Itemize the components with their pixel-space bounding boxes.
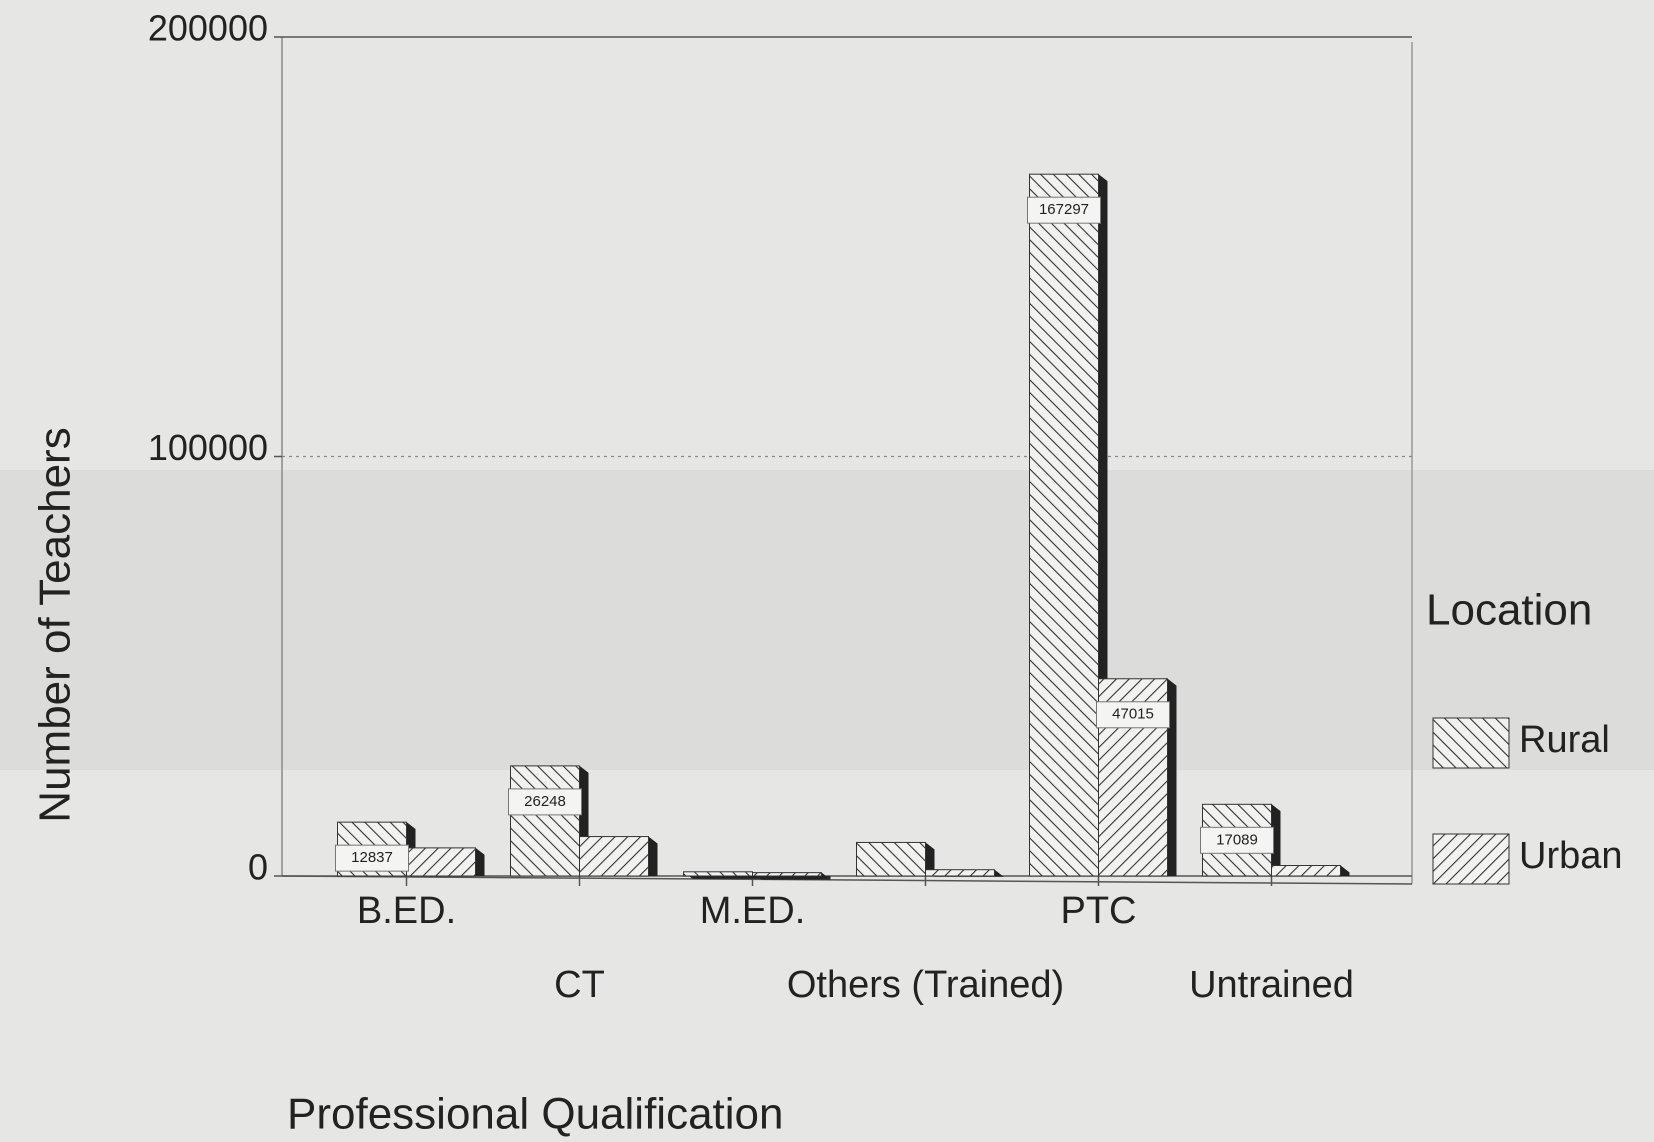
y-tick-label: 100000 bbox=[148, 427, 268, 468]
bar bbox=[579, 836, 649, 877]
value-label-box bbox=[1200, 826, 1274, 854]
x-axis-title: Professional Qualification bbox=[287, 1090, 783, 1139]
bar-shadow bbox=[1271, 804, 1281, 876]
x-tick-label: B.ED. bbox=[357, 890, 456, 932]
background-band bbox=[0, 470, 1654, 770]
x-axis bbox=[281, 875, 1413, 885]
x-tick-label: Others (Trained) bbox=[787, 964, 1064, 1006]
bar-shadow bbox=[648, 836, 658, 876]
legend-swatch bbox=[1432, 833, 1510, 885]
bar bbox=[856, 841, 926, 877]
x-tick-label: CT bbox=[554, 964, 605, 1006]
y-axis-title: Number of Teachers bbox=[31, 427, 80, 822]
value-label: 26248 bbox=[524, 793, 566, 810]
bar-shadow bbox=[925, 842, 935, 876]
value-label: 17089 bbox=[1216, 831, 1258, 848]
bar bbox=[683, 871, 753, 877]
value-label: 47015 bbox=[1112, 706, 1154, 723]
x-tick-label: Untrained bbox=[1189, 964, 1354, 1006]
y-tick-label: 200000 bbox=[148, 8, 268, 49]
bar bbox=[406, 847, 476, 877]
value-label-box bbox=[1027, 196, 1101, 224]
bar bbox=[510, 765, 580, 877]
legend-label: Rural bbox=[1519, 719, 1610, 761]
value-label: 12837 bbox=[351, 849, 393, 866]
value-label-box bbox=[335, 844, 409, 872]
x-tick-label: M.ED. bbox=[700, 890, 806, 932]
bar bbox=[925, 869, 995, 877]
y-tick-label: 0 bbox=[248, 847, 268, 888]
value-label-box bbox=[1096, 701, 1170, 729]
legend-title: Location bbox=[1426, 586, 1592, 635]
legend-label: Urban bbox=[1519, 835, 1623, 877]
value-label: 167297 bbox=[1039, 201, 1089, 218]
x-tick-label: PTC bbox=[1061, 890, 1137, 932]
legend-swatch bbox=[1432, 717, 1510, 769]
value-label-box bbox=[508, 788, 582, 816]
bar-shadow bbox=[475, 847, 485, 876]
bar bbox=[1029, 173, 1099, 877]
bar bbox=[752, 872, 822, 877]
bar bbox=[1271, 865, 1341, 877]
